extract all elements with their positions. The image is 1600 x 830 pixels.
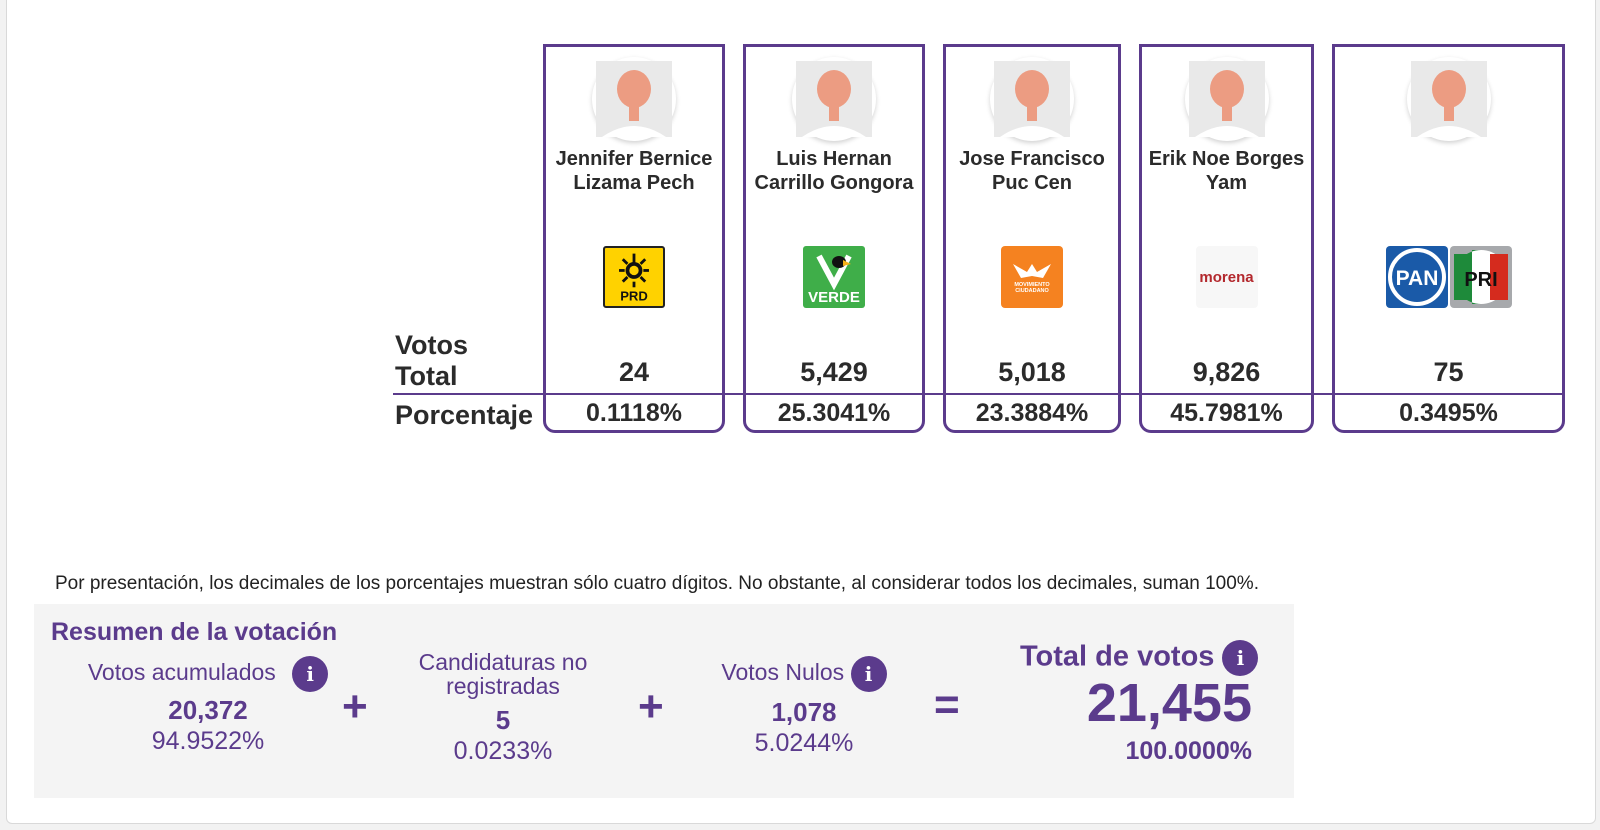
avatar-icon bbox=[1184, 57, 1269, 141]
total-de-votos-label: Total de votos i bbox=[1020, 640, 1259, 676]
votos-nulos-percentage: 5.0244% bbox=[754, 729, 854, 757]
pan-logo: PAN bbox=[1385, 246, 1448, 308]
candidate-votes: 5,018 bbox=[998, 357, 1066, 387]
candidate-name: Luis Hernan Carrillo Gongora bbox=[754, 148, 914, 194]
info-icon[interactable]: i bbox=[850, 656, 887, 692]
candidate-votes: 75 bbox=[1433, 357, 1464, 387]
total-de-votos-percentage: 100.0000% bbox=[1125, 737, 1252, 765]
plus-operator: + bbox=[342, 682, 368, 731]
candidate-votes: 9,826 bbox=[1192, 357, 1261, 387]
candidate-percentage: 45.7981% bbox=[1139, 396, 1314, 433]
plus-operator: + bbox=[638, 682, 664, 731]
candidate-percentage: 25.3041% bbox=[743, 396, 925, 433]
avatar-icon bbox=[792, 57, 876, 141]
candidate-name: Erik Noe Borges Yam bbox=[1148, 148, 1305, 194]
votos-nulos-count: 1,078 bbox=[771, 697, 837, 727]
info-icon[interactable]: i bbox=[292, 656, 329, 692]
party-logo: MOVIMIENTO CIUDADANO bbox=[946, 246, 1118, 308]
vote-summary: Resumen de la votación Votos acumulados … bbox=[34, 604, 1294, 798]
candidate-name: Jose Francisco Puc Cen bbox=[959, 148, 1105, 194]
party-logo: PRD bbox=[546, 246, 722, 308]
svg-text:CIUDADANO: CIUDADANO bbox=[1015, 288, 1049, 294]
no-registradas-label: Candidaturas no registradas bbox=[418, 649, 588, 699]
verde-logo: VERDE bbox=[803, 246, 865, 308]
candidate-card[interactable]: Luis Hernan Carrillo Gongora VERDE 5,429 bbox=[743, 44, 925, 396]
candidate-card[interactable]: Jose Francisco Puc Cen MOVIMIENTO CIUDADA… bbox=[943, 44, 1121, 396]
party-logo: morena bbox=[1142, 246, 1311, 308]
votos-nulos-label: Votos Nulos bbox=[721, 659, 845, 686]
pri-logo: PRI bbox=[1449, 246, 1512, 308]
avatar-icon bbox=[592, 57, 676, 141]
candidate-percentage: 0.3495% bbox=[1332, 396, 1565, 433]
avatar-icon bbox=[990, 57, 1074, 141]
candidate-card[interactable]: PAN PRI 75 bbox=[1332, 44, 1565, 396]
candidate-votes: 24 bbox=[618, 357, 650, 387]
no-registradas-percentage: 0.0233% bbox=[453, 737, 553, 765]
info-icon[interactable]: i bbox=[1222, 640, 1259, 676]
candidate-percentage: 0.1118% bbox=[543, 396, 725, 433]
svg-text:PRI: PRI bbox=[1464, 269, 1497, 291]
votos-acumulados-count: 20,372 bbox=[168, 695, 248, 725]
svg-text:PRD: PRD bbox=[620, 288, 648, 303]
candidaturas-no-registradas: Candidaturas no registradas 5 0.0233% bbox=[398, 650, 608, 766]
votos-nulos: Votos Nulos i 1,078 5.0244% bbox=[704, 656, 904, 758]
total-divider bbox=[393, 393, 1565, 395]
row-label-votos: Votos bbox=[395, 330, 468, 360]
row-label-porcentaje: Porcentaje bbox=[395, 400, 534, 430]
prd-logo: PRD bbox=[603, 246, 665, 308]
candidate-card[interactable]: Erik Noe Borges Yam morena 9,826 bbox=[1139, 44, 1314, 396]
movimiento-ciudadano-logo: MOVIMIENTO CIUDADANO bbox=[1001, 246, 1063, 308]
candidate-votes: 5,429 bbox=[800, 357, 868, 387]
votos-acumulados-percentage: 94.9522% bbox=[151, 727, 265, 755]
party-logo: VERDE bbox=[746, 246, 922, 308]
candidate-percentage: 23.3884% bbox=[943, 396, 1121, 433]
equals-operator: = bbox=[934, 680, 960, 729]
votos-acumulados: Votos acumulados i 20,372 94.9522% bbox=[78, 656, 338, 756]
morena-logo: morena bbox=[1195, 246, 1258, 308]
party-logo: PAN PRI bbox=[1335, 246, 1562, 308]
candidate-card[interactable]: Jennifer Bernice Lizama Pech PRD 24 bbox=[543, 44, 725, 396]
votos-acumulados-label: Votos acumulados bbox=[87, 659, 276, 686]
summary-title: Resumen de la votación bbox=[51, 618, 338, 646]
row-label-total: Total bbox=[395, 361, 458, 391]
total-de-votos-count: 21,455 bbox=[1086, 673, 1252, 733]
svg-text:MOVIMIENTO: MOVIMIENTO bbox=[1014, 282, 1050, 288]
svg-text:VERDE: VERDE bbox=[808, 289, 860, 306]
avatar-icon bbox=[1406, 57, 1491, 141]
svg-text:PAN: PAN bbox=[1395, 267, 1438, 290]
percentage-note: Por presentación, los decimales de los p… bbox=[55, 573, 1259, 594]
no-registradas-count: 5 bbox=[495, 705, 511, 735]
candidate-name: Jennifer Bernice Lizama Pech bbox=[555, 148, 713, 194]
